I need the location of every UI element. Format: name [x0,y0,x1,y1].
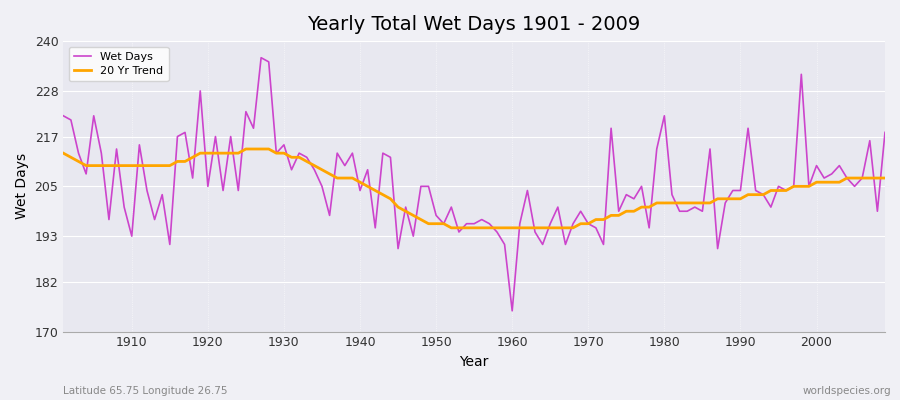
X-axis label: Year: Year [460,355,489,369]
Wet Days [58,114,68,118]
Wet Days [879,130,890,135]
Wet Days [515,221,526,226]
Line: 20 Yr Trend: 20 Yr Trend [63,149,885,228]
20 Yr Trend [446,226,456,230]
Text: worldspecies.org: worldspecies.org [803,386,891,396]
Wet Days [339,163,350,168]
Wet Days [507,308,517,313]
Line: Wet Days: Wet Days [63,58,885,311]
20 Yr Trend [522,226,533,230]
20 Yr Trend [58,151,68,156]
Y-axis label: Wet Days: Wet Days [15,153,29,220]
20 Yr Trend [293,155,304,160]
Text: Latitude 65.75 Longitude 26.75: Latitude 65.75 Longitude 26.75 [63,386,228,396]
Wet Days [613,209,624,214]
20 Yr Trend [339,176,350,180]
Wet Days [293,151,304,156]
Wet Days [522,188,533,193]
20 Yr Trend [240,147,251,152]
Wet Days [119,205,130,210]
20 Yr Trend [613,213,624,218]
20 Yr Trend [515,226,526,230]
20 Yr Trend [879,176,890,180]
Legend: Wet Days, 20 Yr Trend: Wet Days, 20 Yr Trend [68,47,168,81]
Title: Yearly Total Wet Days 1901 - 2009: Yearly Total Wet Days 1901 - 2009 [308,15,641,34]
Wet Days [256,55,266,60]
20 Yr Trend [119,163,130,168]
